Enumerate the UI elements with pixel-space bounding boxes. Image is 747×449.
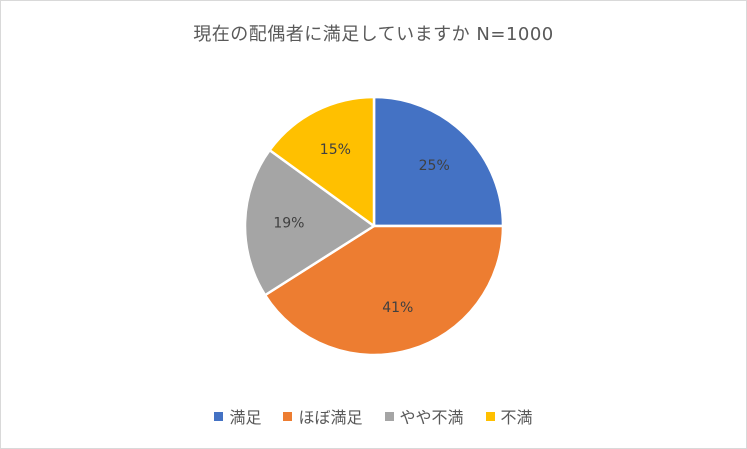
legend-label-3: やや不満: [399, 408, 464, 427]
data-label-2: 41%: [382, 300, 413, 316]
legend-item-4: 不満: [485, 404, 533, 428]
legend-swatch-1: [214, 411, 224, 421]
pie-slice-1: [372, 95, 505, 228]
pie-slice-4: [268, 95, 376, 228]
data-label-4: 15%: [320, 142, 351, 158]
legend-item-1: 満足: [214, 404, 261, 428]
legend-swatch-2: [283, 411, 293, 421]
legend-label-2: ほぼ満足: [298, 408, 363, 427]
chart-title: 現在の配偶者に満足していますか N=1000: [193, 24, 554, 45]
legend-label-4: 不満: [500, 408, 533, 427]
data-label-1: 25%: [419, 158, 450, 174]
data-label-3: 19%: [273, 215, 304, 231]
legend-label-1: 満足: [229, 408, 262, 427]
legend-swatch-4: [485, 411, 495, 421]
legend-swatch-3: [384, 411, 394, 421]
legend-item-3: やや不満: [384, 404, 464, 428]
legend: 満足 ほぼ満足 やや不満 不満: [0, 404, 747, 428]
legend-item-2: ほぼ満足: [283, 404, 363, 428]
pie-slice-3: [243, 148, 376, 297]
